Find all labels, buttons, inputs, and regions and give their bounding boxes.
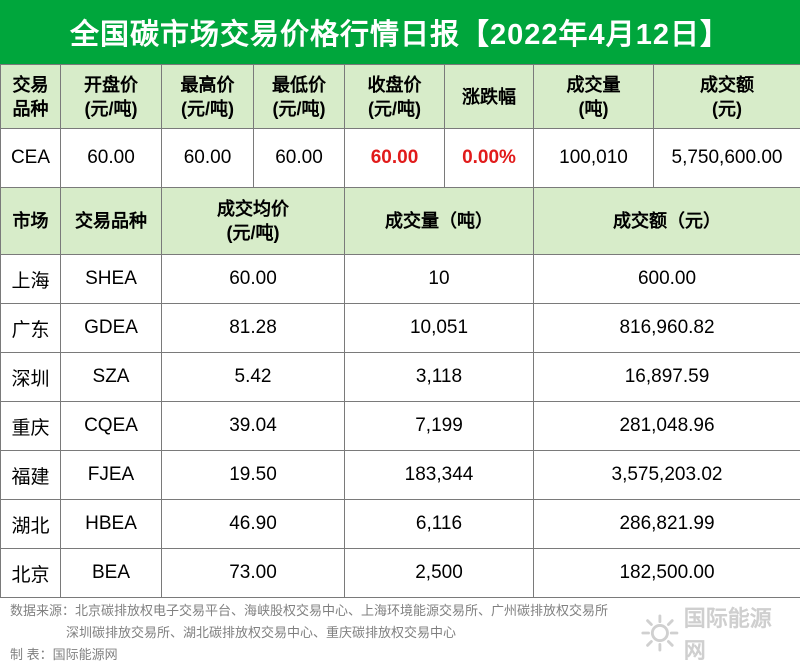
cell-volume: 6,116 [344, 499, 534, 549]
cell-turnover: 182,500.00 [533, 548, 800, 598]
cell-turnover: 16,897.59 [533, 352, 800, 402]
table-row: 湖北 HBEA 46.90 6,116 286,821.99 [0, 499, 800, 549]
regional-header-row: 市场 交易品种 成交均价 (元/吨) 成交量（吨） 成交额（元） [0, 187, 800, 255]
cell-turnover: 5,750,600.00 [653, 128, 800, 188]
cell-market: 广东 [0, 303, 61, 353]
cell-variety: SHEA [60, 254, 162, 304]
table-row: 深圳 SZA 5.42 3,118 16,897.59 [0, 352, 800, 402]
regional-market-table: 市场 交易品种 成交均价 (元/吨) 成交量（吨） 成交额（元） 上海 SHEA … [0, 187, 800, 598]
header-variety: 交易品种 [60, 187, 162, 255]
cell-variety: FJEA [60, 450, 162, 500]
table-row: 重庆 CQEA 39.04 7,199 281,048.96 [0, 401, 800, 451]
header-product: 交易 品种 [0, 64, 61, 129]
header-market: 市场 [0, 187, 61, 255]
cell-avg-price: 60.00 [161, 254, 345, 304]
cell-avg-price: 46.90 [161, 499, 345, 549]
cell-avg-price: 81.28 [161, 303, 345, 353]
header-open-price: 开盘价 (元/吨) [60, 64, 162, 129]
header-change: 涨跌幅 [444, 64, 534, 129]
cell-turnover: 281,048.96 [533, 401, 800, 451]
table-row: 广东 GDEA 81.28 10,051 816,960.82 [0, 303, 800, 353]
cell-variety: SZA [60, 352, 162, 402]
footer-notes: 数据来源：北京碳排放权电子交易平台、海峡股权交易中心、上海环境能源交易所、广州碳… [10, 600, 608, 666]
header-high-price: 最高价 (元/吨) [161, 64, 254, 129]
cell-turnover: 3,575,203.02 [533, 450, 800, 500]
national-header-row: 交易 品种 开盘价 (元/吨) 最高价 (元/吨) 最低价 (元/吨) 收盘价 (元/吨)… [0, 64, 800, 129]
cell-variety: HBEA [60, 499, 162, 549]
header-avg-price: 成交均价 (元/吨) [161, 187, 345, 255]
data-source-line-1: 数据来源：北京碳排放权电子交易平台、海峡股权交易中心、上海环境能源交易所、广州碳… [10, 603, 609, 618]
cell-change: 0.00% [444, 128, 534, 188]
cell-volume: 7,199 [344, 401, 534, 451]
cell-variety: GDEA [60, 303, 162, 353]
cell-volume: 10,051 [344, 303, 534, 353]
cell-avg-price: 73.00 [161, 548, 345, 598]
cell-variety: CQEA [60, 401, 162, 451]
sun-logo-icon [641, 614, 679, 652]
cell-variety: BEA [60, 548, 162, 598]
table-maker-line: 制 表：国际能源网 [10, 647, 118, 662]
cell-volume: 100,010 [533, 128, 654, 188]
header-volume: 成交量 (吨) [533, 64, 654, 129]
cell-volume: 183,344 [344, 450, 534, 500]
cell-market: 福建 [0, 450, 61, 500]
table-row: 福建 FJEA 19.50 183,344 3,575,203.02 [0, 450, 800, 500]
cell-turnover: 816,960.82 [533, 303, 800, 353]
header-turnover: 成交额 (元) [653, 64, 800, 129]
cell-volume: 10 [344, 254, 534, 304]
cell-close: 60.00 [344, 128, 445, 188]
cell-open: 60.00 [60, 128, 162, 188]
table-row: 北京 BEA 73.00 2,500 182,500.00 [0, 548, 800, 598]
cell-avg-price: 19.50 [161, 450, 345, 500]
header-close-price: 收盘价 (元/吨) [344, 64, 445, 129]
cell-product: CEA [0, 128, 61, 188]
watermark: 国际能源网 [640, 602, 800, 664]
data-source-line-2: 深圳碳排放交易所、湖北碳排放权交易中心、重庆碳排放权交易中心 [66, 625, 457, 640]
cell-market: 上海 [0, 254, 61, 304]
national-market-table: 交易 品种 开盘价 (元/吨) 最高价 (元/吨) 最低价 (元/吨) 收盘价 (元/吨)… [0, 64, 800, 188]
cell-market: 重庆 [0, 401, 61, 451]
watermark-text: 国际能源网 [683, 606, 772, 663]
header-turnover-yuan: 成交额（元） [533, 187, 800, 255]
cell-avg-price: 5.42 [161, 352, 345, 402]
cell-low: 60.00 [253, 128, 345, 188]
table-row: 上海 SHEA 60.00 10 600.00 [0, 254, 800, 304]
cell-high: 60.00 [161, 128, 254, 188]
header-low-price: 最低价 (元/吨) [253, 64, 345, 129]
cell-avg-price: 39.04 [161, 401, 345, 451]
report-title: 全国碳市场交易价格行情日报【2022年4月12日】 [0, 0, 800, 64]
cell-market: 湖北 [0, 499, 61, 549]
cell-turnover: 286,821.99 [533, 499, 800, 549]
header-volume-ton: 成交量（吨） [344, 187, 534, 255]
cell-turnover: 600.00 [533, 254, 800, 304]
cell-market: 深圳 [0, 352, 61, 402]
national-data-row: CEA 60.00 60.00 60.00 60.00 0.00% 100,01… [0, 128, 800, 188]
cell-volume: 2,500 [344, 548, 534, 598]
cell-market: 北京 [0, 548, 61, 598]
cell-volume: 3,118 [344, 352, 534, 402]
